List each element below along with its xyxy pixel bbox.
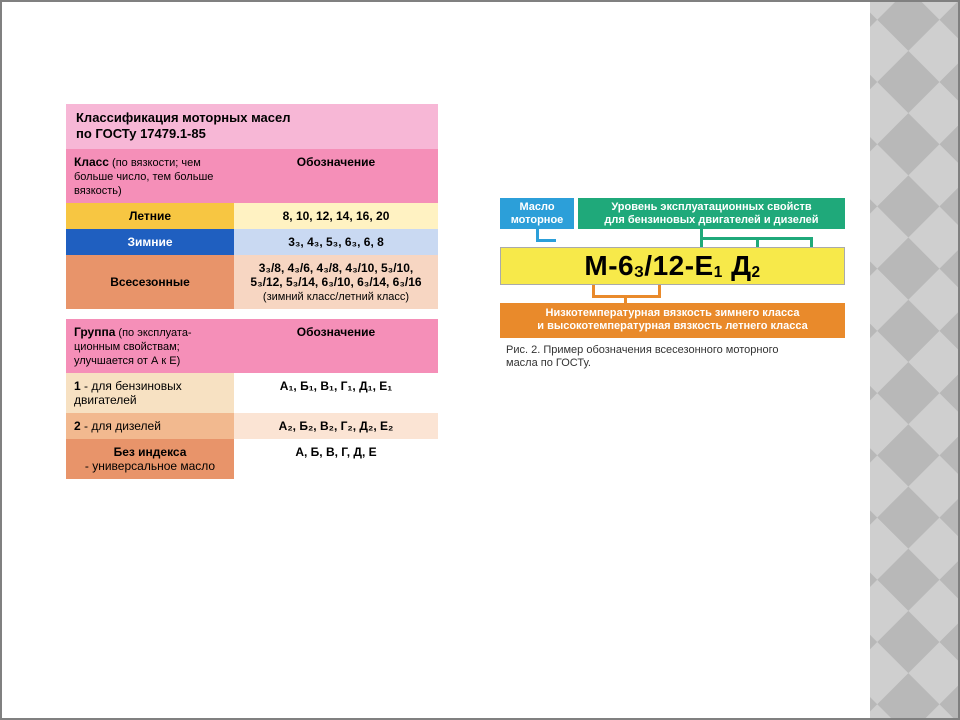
- header-row-2: Группа (по эксплуата-ционным свойствам; …: [66, 319, 438, 373]
- g1-num: 1: [74, 379, 81, 393]
- winter-value: 3₃, 4₃, 5₃, 6₃, 6, 8: [234, 229, 438, 255]
- g2-value: А₂, Б₂, В₂, Г₂, Д₂, Е₂: [234, 413, 438, 439]
- allseason-value: 3₃/8, 4₃/6, 4₃/8, 4₃/10, 5₃/10, 5₃/12, 5…: [250, 261, 421, 289]
- row-group-2: 2 - для дизелей А₂, Б₂, В₂, Г₂, Д₂, Е₂: [66, 413, 438, 439]
- box-performance-level: Уровень эксплуатационных свойств для бен…: [578, 198, 845, 229]
- designation-diagram: Масло моторное Уровень эксплуатационных …: [500, 198, 845, 371]
- g2-num: 2: [74, 419, 81, 433]
- row-summer: Летние 8, 10, 12, 14, 16, 20: [66, 203, 438, 229]
- summer-label: Летние: [66, 203, 234, 229]
- blue-l1: Масло: [519, 201, 554, 213]
- table-title: Классификация моторных масел по ГОСТу 17…: [66, 104, 438, 149]
- blue-l2: моторное: [511, 214, 564, 226]
- diamond-sidebar: [870, 2, 958, 718]
- allseason-note: (зимний класс/летний класс): [242, 291, 430, 303]
- row-group-1: 1 - для бензиновых двигателей А₁, Б₁, В₁…: [66, 373, 438, 413]
- row-allseason: Всесезонные 3₃/8, 4₃/6, 4₃/8, 4₃/10, 5₃/…: [66, 255, 438, 309]
- orange-l1: Низкотемпературная вязкость зимнего клас…: [546, 307, 800, 319]
- connectors-top: [500, 229, 845, 247]
- hdr2-main: Группа: [74, 325, 115, 339]
- hdr-right-1: Обозначение: [234, 149, 438, 203]
- box-viscosity: Низкотемпературная вязкость зимнего клас…: [500, 303, 845, 337]
- green-l1: Уровень эксплуатационных свойств: [611, 201, 811, 213]
- g3-main: Без индекса: [114, 445, 187, 459]
- g3-value: А, Б, В, Г, Д, Е: [234, 439, 438, 479]
- header-row-1: Класс (по вязкости; чем больше число, те…: [66, 149, 438, 203]
- row-winter: Зимние 3₃, 4₃, 5₃, 6₃, 6, 8: [66, 229, 438, 255]
- green-l2: для бензиновых двигателей и дизелей: [604, 214, 818, 226]
- orange-l2: и высокотемпературная вязкость летнего к…: [537, 320, 807, 332]
- g1-value: А₁, Б₁, В₁, Г₁, Д₁, Е₁: [234, 373, 438, 413]
- hdr1-main: Класс: [74, 155, 109, 169]
- row-group-3: Без индекса - универсальное масло А, Б, …: [66, 439, 438, 479]
- title-line1: Классификация моторных масел: [76, 110, 291, 125]
- figure-caption: Рис. 2. Пример обозначения всесезонного …: [500, 344, 845, 372]
- summer-value: 8, 10, 12, 14, 16, 20: [234, 203, 438, 229]
- caption-l1: Рис. 2. Пример обозначения всесезонного …: [506, 344, 778, 356]
- hdr-right-2: Обозначение: [234, 319, 438, 373]
- title-line2: по ГОСТу 17479.1-85: [76, 126, 206, 141]
- box-motor-oil: Масло моторное: [500, 198, 574, 229]
- caption-l2: масла по ГОСТу.: [506, 357, 591, 369]
- connectors-bottom: [500, 285, 845, 303]
- g3-sub: - универсальное масло: [74, 459, 226, 473]
- classification-table: Классификация моторных масел по ГОСТу 17…: [66, 104, 438, 479]
- g2-label: - для дизелей: [81, 419, 161, 433]
- allseason-label: Всесезонные: [66, 255, 234, 309]
- g1-label: - для бензиновых двигателей: [74, 379, 182, 407]
- formula-box: М-6З/12-Е1 Д2: [500, 247, 845, 285]
- winter-label: Зимние: [66, 229, 234, 255]
